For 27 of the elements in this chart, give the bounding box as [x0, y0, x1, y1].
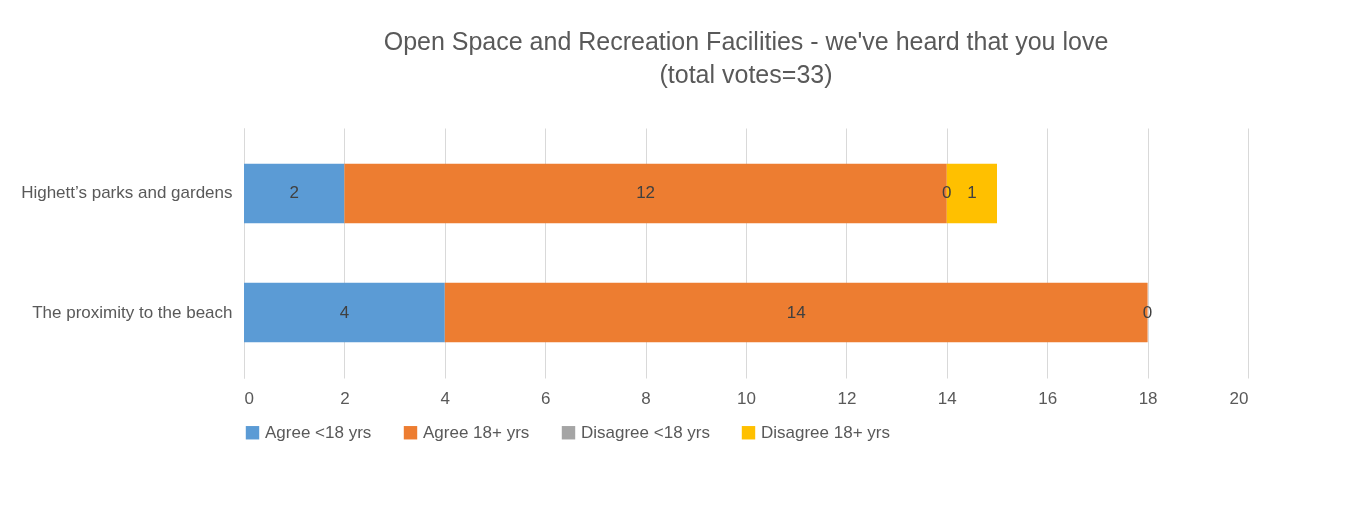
data-label: 12 — [636, 183, 656, 203]
chart-title: Open Space and Recreation Facilities - we've heard that you love — [383, 27, 1109, 55]
data-label: 1 — [967, 183, 977, 203]
x-tick-label: 16 — [1038, 388, 1058, 408]
y-tick-label: Highett’s parks and gardens — [21, 183, 233, 203]
x-tick-label: 12 — [837, 388, 857, 408]
legend-label: Disagree <18 yrs — [581, 422, 710, 442]
legend-label: Agree <18 yrs — [265, 422, 372, 442]
bar — [244, 282, 445, 343]
data-label: 2 — [289, 183, 299, 203]
legend-label: Disagree 18+ yrs — [761, 422, 890, 442]
x-tick-label: 10 — [737, 388, 756, 408]
x-tick-label: 8 — [641, 388, 651, 408]
x-tick-label: 20 — [1229, 388, 1249, 408]
data-label: 0 — [942, 183, 952, 203]
data-label: 14 — [786, 302, 806, 322]
x-tick-label: 6 — [540, 388, 551, 408]
bar — [244, 163, 345, 224]
data-label: 4 — [339, 302, 350, 322]
x-tick-label: 14 — [937, 388, 957, 408]
x-tick-label: 18 — [1138, 388, 1158, 408]
legend-label: Agree 18+ yrs — [423, 422, 530, 442]
x-tick-label: 4 — [440, 388, 451, 408]
chart-subtitle: (total votes=33) — [659, 60, 833, 88]
x-tick-label: 2 — [340, 388, 350, 408]
y-tick-label: The proximity to the beach — [32, 302, 233, 322]
x-tick-label: 0 — [244, 388, 254, 408]
